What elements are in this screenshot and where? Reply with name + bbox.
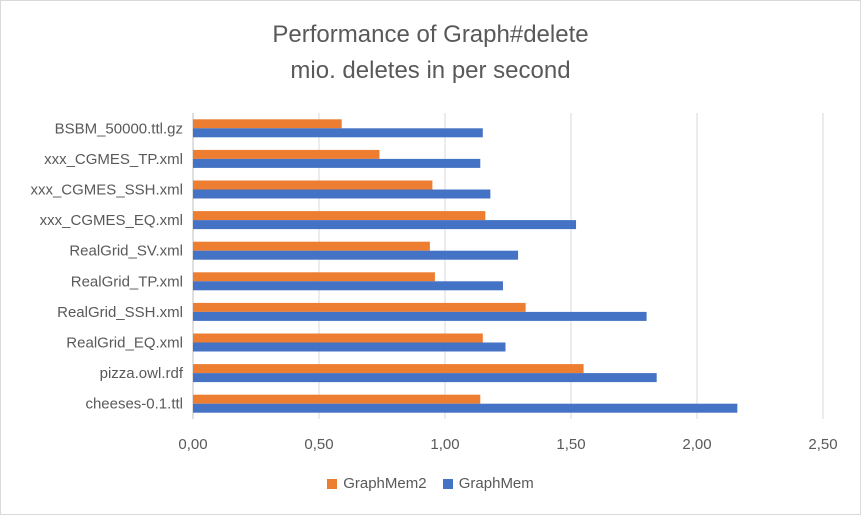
y-tick-label: RealGrid_EQ.xml [66,335,183,352]
bar-graphmem [193,403,738,413]
bar-graphmem [193,311,647,321]
y-tick-label: xxx_CGMES_TP.xml [44,151,183,168]
bar-graphmem [193,158,481,168]
bar-graphmem2 [193,272,435,282]
x-tick-label: 2,50 [808,436,837,453]
y-tick-label: RealGrid_SSH.xml [57,304,183,321]
bar-graphmem2 [193,364,584,374]
y-tick-label: cheeses-0.1.ttl [85,396,183,413]
legend-label-graphmem2: GraphMem2 [343,475,427,492]
chart-subtitle: mio. deletes in per second [290,57,571,84]
y-tick-label: pizza.owl.rdf [100,365,184,382]
bar-graphmem2 [193,394,481,404]
bar-graphmem [193,220,577,230]
y-tick-label: RealGrid_TP.xml [71,273,183,290]
x-tick-label: 2,00 [682,436,711,453]
legend: GraphMem2 GraphMem [1,475,860,493]
bar-graphmem [193,128,483,138]
y-tick-label: RealGrid_SV.xml [69,243,183,260]
x-tick-label: 0,00 [178,436,207,453]
bar-graphmem [193,250,519,260]
y-tick-label: BSBM_50000.ttl.gz [55,120,183,137]
legend-swatch-graphmem2 [327,478,338,489]
legend-label-graphmem: GraphMem [458,475,534,492]
bar-graphmem2 [193,180,433,190]
bar-graphmem [193,342,506,352]
bar-graphmem [193,189,491,199]
chart-title: Performance of Graph#delete [272,21,589,48]
legend-item-graphmem2: GraphMem2 [327,475,427,492]
y-tick-label: xxx_CGMES_EQ.xml [40,212,183,229]
bar-graphmem2 [193,119,342,129]
y-tick-label: xxx_CGMES_SSH.xml [30,182,183,199]
bar-graphmem2 [193,149,380,159]
bar-graphmem [193,281,503,291]
x-tick-label: 0,50 [304,436,333,453]
legend-item-graphmem: GraphMem [442,475,534,492]
legend-swatch-graphmem [442,478,453,489]
bar-graphmem2 [193,211,486,221]
bar-graphmem [193,373,657,383]
bar-graphmem2 [193,333,483,343]
x-tick-label: 1,00 [430,436,459,453]
x-tick-label: 1,50 [556,436,585,453]
bar-graphmem2 [193,241,430,251]
bar-graphmem2 [193,302,526,312]
